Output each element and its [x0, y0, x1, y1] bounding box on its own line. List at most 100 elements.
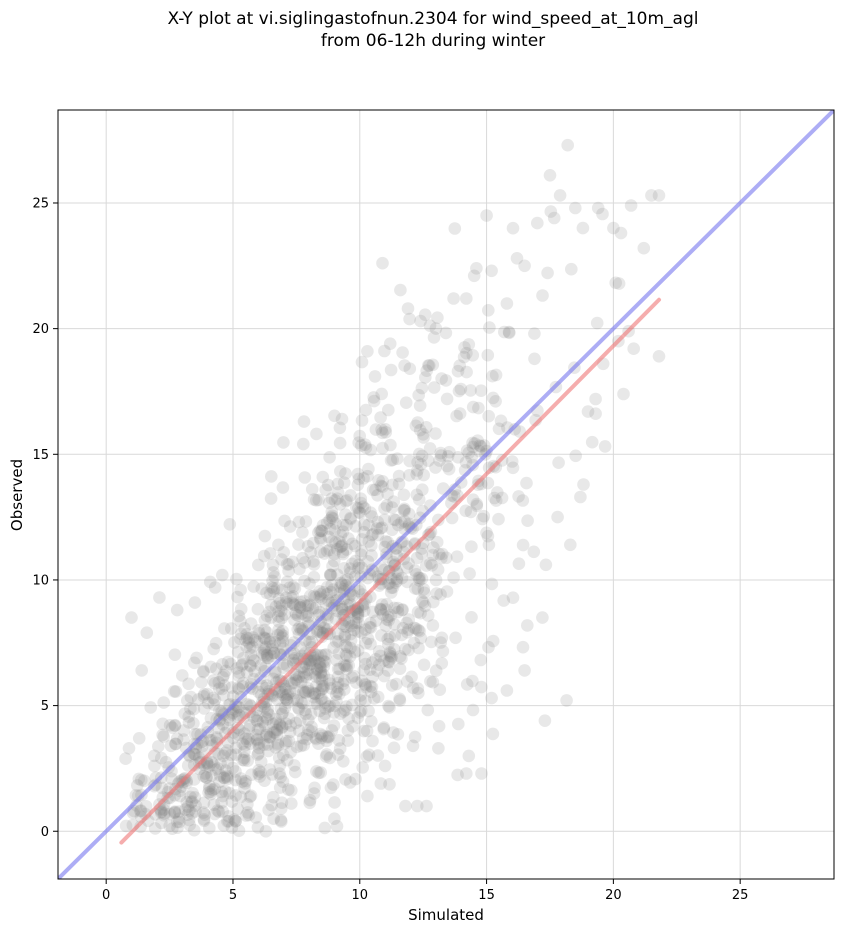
data-point: [427, 381, 441, 394]
data-point: [319, 702, 332, 715]
data-point: [591, 201, 605, 215]
data-point: [276, 481, 290, 494]
data-point: [342, 532, 355, 545]
data-point: [259, 711, 272, 724]
data-point: [415, 572, 429, 585]
data-point: [406, 681, 420, 695]
data-point: [372, 645, 386, 658]
data-point: [163, 807, 177, 821]
data-point: [293, 724, 306, 737]
data-point: [576, 221, 590, 235]
data-point: [383, 630, 397, 644]
data-point: [315, 669, 329, 683]
data-point: [214, 757, 227, 770]
data-point: [340, 493, 354, 507]
data-point: [212, 805, 226, 818]
data-point: [258, 644, 271, 657]
data-point: [278, 514, 291, 528]
data-point: [348, 539, 362, 553]
reference-lines: [58, 110, 834, 879]
data-point: [163, 819, 176, 833]
data-point: [298, 471, 312, 484]
data-point: [271, 737, 285, 750]
data-point: [239, 732, 252, 745]
data-point: [328, 524, 341, 537]
data-point: [351, 607, 365, 620]
data-point: [251, 821, 265, 834]
data-point: [379, 423, 392, 436]
data-point: [223, 518, 237, 531]
data-point: [182, 677, 195, 691]
data-point: [279, 737, 292, 750]
data-point: [236, 775, 249, 788]
data-point: [426, 619, 440, 632]
data-point: [303, 589, 317, 603]
data-point: [172, 812, 186, 825]
data-point: [169, 737, 182, 751]
data-point: [383, 645, 397, 659]
data-point: [119, 752, 132, 765]
data-point: [181, 800, 195, 813]
data-point: [212, 676, 226, 689]
data-point: [365, 549, 378, 562]
data-point: [376, 608, 390, 621]
data-point: [238, 727, 251, 740]
data-point: [333, 662, 346, 676]
data-point: [254, 659, 268, 672]
data-point: [276, 688, 290, 701]
data-point: [300, 652, 314, 665]
data-point: [386, 453, 400, 467]
data-point: [395, 571, 409, 585]
data-point: [255, 679, 269, 693]
data-point: [168, 648, 182, 661]
data-point: [362, 535, 376, 548]
data-point: [192, 693, 205, 706]
data-point: [315, 683, 328, 696]
data-point: [168, 806, 182, 819]
data-point: [305, 483, 319, 496]
data-point: [369, 614, 383, 627]
data-point: [341, 734, 355, 747]
data-point: [322, 730, 336, 743]
data-point: [415, 542, 429, 555]
data-point: [612, 277, 626, 290]
data-point: [434, 449, 448, 462]
data-point: [429, 427, 442, 440]
data-point: [577, 478, 590, 491]
data-point: [229, 773, 242, 787]
data-point: [323, 451, 336, 464]
data-point: [354, 694, 367, 707]
data-point: [258, 665, 271, 678]
data-point: [318, 655, 332, 669]
data-point: [204, 660, 218, 674]
data-point: [170, 603, 184, 617]
data-point: [264, 611, 278, 624]
data-point: [267, 566, 280, 579]
data-point: [275, 707, 289, 721]
data-point: [166, 822, 179, 835]
data-point: [265, 643, 278, 656]
data-point: [386, 581, 400, 594]
data-points: [119, 138, 666, 838]
data-point: [252, 685, 265, 699]
data-point: [296, 551, 309, 565]
data-point: [411, 464, 424, 477]
data-point: [301, 539, 315, 553]
identity-line: [58, 110, 834, 879]
data-point: [398, 502, 411, 516]
data-point: [506, 221, 520, 235]
data-point: [465, 611, 478, 624]
data-point: [356, 500, 370, 513]
data-point: [352, 506, 366, 519]
data-point: [411, 456, 424, 469]
data-point: [327, 706, 341, 719]
data-point: [395, 628, 409, 642]
data-point: [414, 314, 427, 328]
data-point: [197, 664, 210, 678]
data-point: [220, 744, 234, 757]
data-point: [363, 620, 376, 634]
data-point: [204, 712, 218, 725]
data-point: [177, 733, 190, 746]
data-point: [367, 692, 381, 705]
data-point: [277, 546, 291, 559]
